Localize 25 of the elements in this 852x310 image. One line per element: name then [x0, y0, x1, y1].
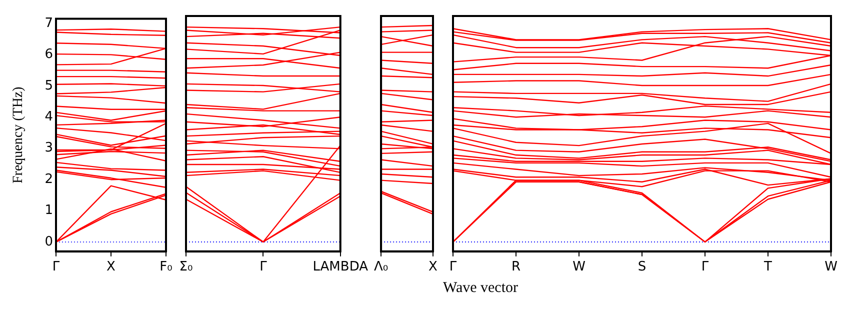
x-tick-label: F₀ — [160, 260, 172, 275]
x-tick-label: X — [106, 260, 116, 275]
x-tick-label: Γ — [52, 260, 60, 275]
x-tick-label: Σ₀ — [179, 260, 193, 275]
x-tick-label: S — [638, 260, 646, 275]
x-tick-label: LAMBDA — [312, 260, 368, 275]
x-tick-label: Γ — [449, 260, 458, 275]
y-tick-label: 4 — [44, 110, 53, 125]
y-axis-title: Frequency (THz) — [11, 86, 26, 184]
y-tick-label: 5 — [44, 78, 53, 94]
x-tick-label: T — [763, 260, 772, 275]
x-tick-label: Λ₀ — [374, 260, 388, 275]
x-tick-label: R — [511, 260, 521, 275]
x-tick-label: Γ — [260, 260, 268, 275]
y-tick-label: 3 — [44, 140, 53, 156]
x-axis-title: Wave vector — [443, 280, 518, 296]
x-tick-label: W — [572, 260, 586, 275]
x-tick-label: X — [428, 260, 438, 275]
x-tick-label: W — [824, 260, 838, 275]
y-tick-label: 2 — [44, 172, 53, 187]
y-tick-label: 0 — [44, 234, 53, 250]
y-tick-label: 1 — [44, 203, 53, 218]
y-tick-label: 7 — [44, 16, 53, 31]
x-tick-label: Γ — [701, 260, 710, 275]
y-tick-label: 6 — [44, 47, 53, 62]
